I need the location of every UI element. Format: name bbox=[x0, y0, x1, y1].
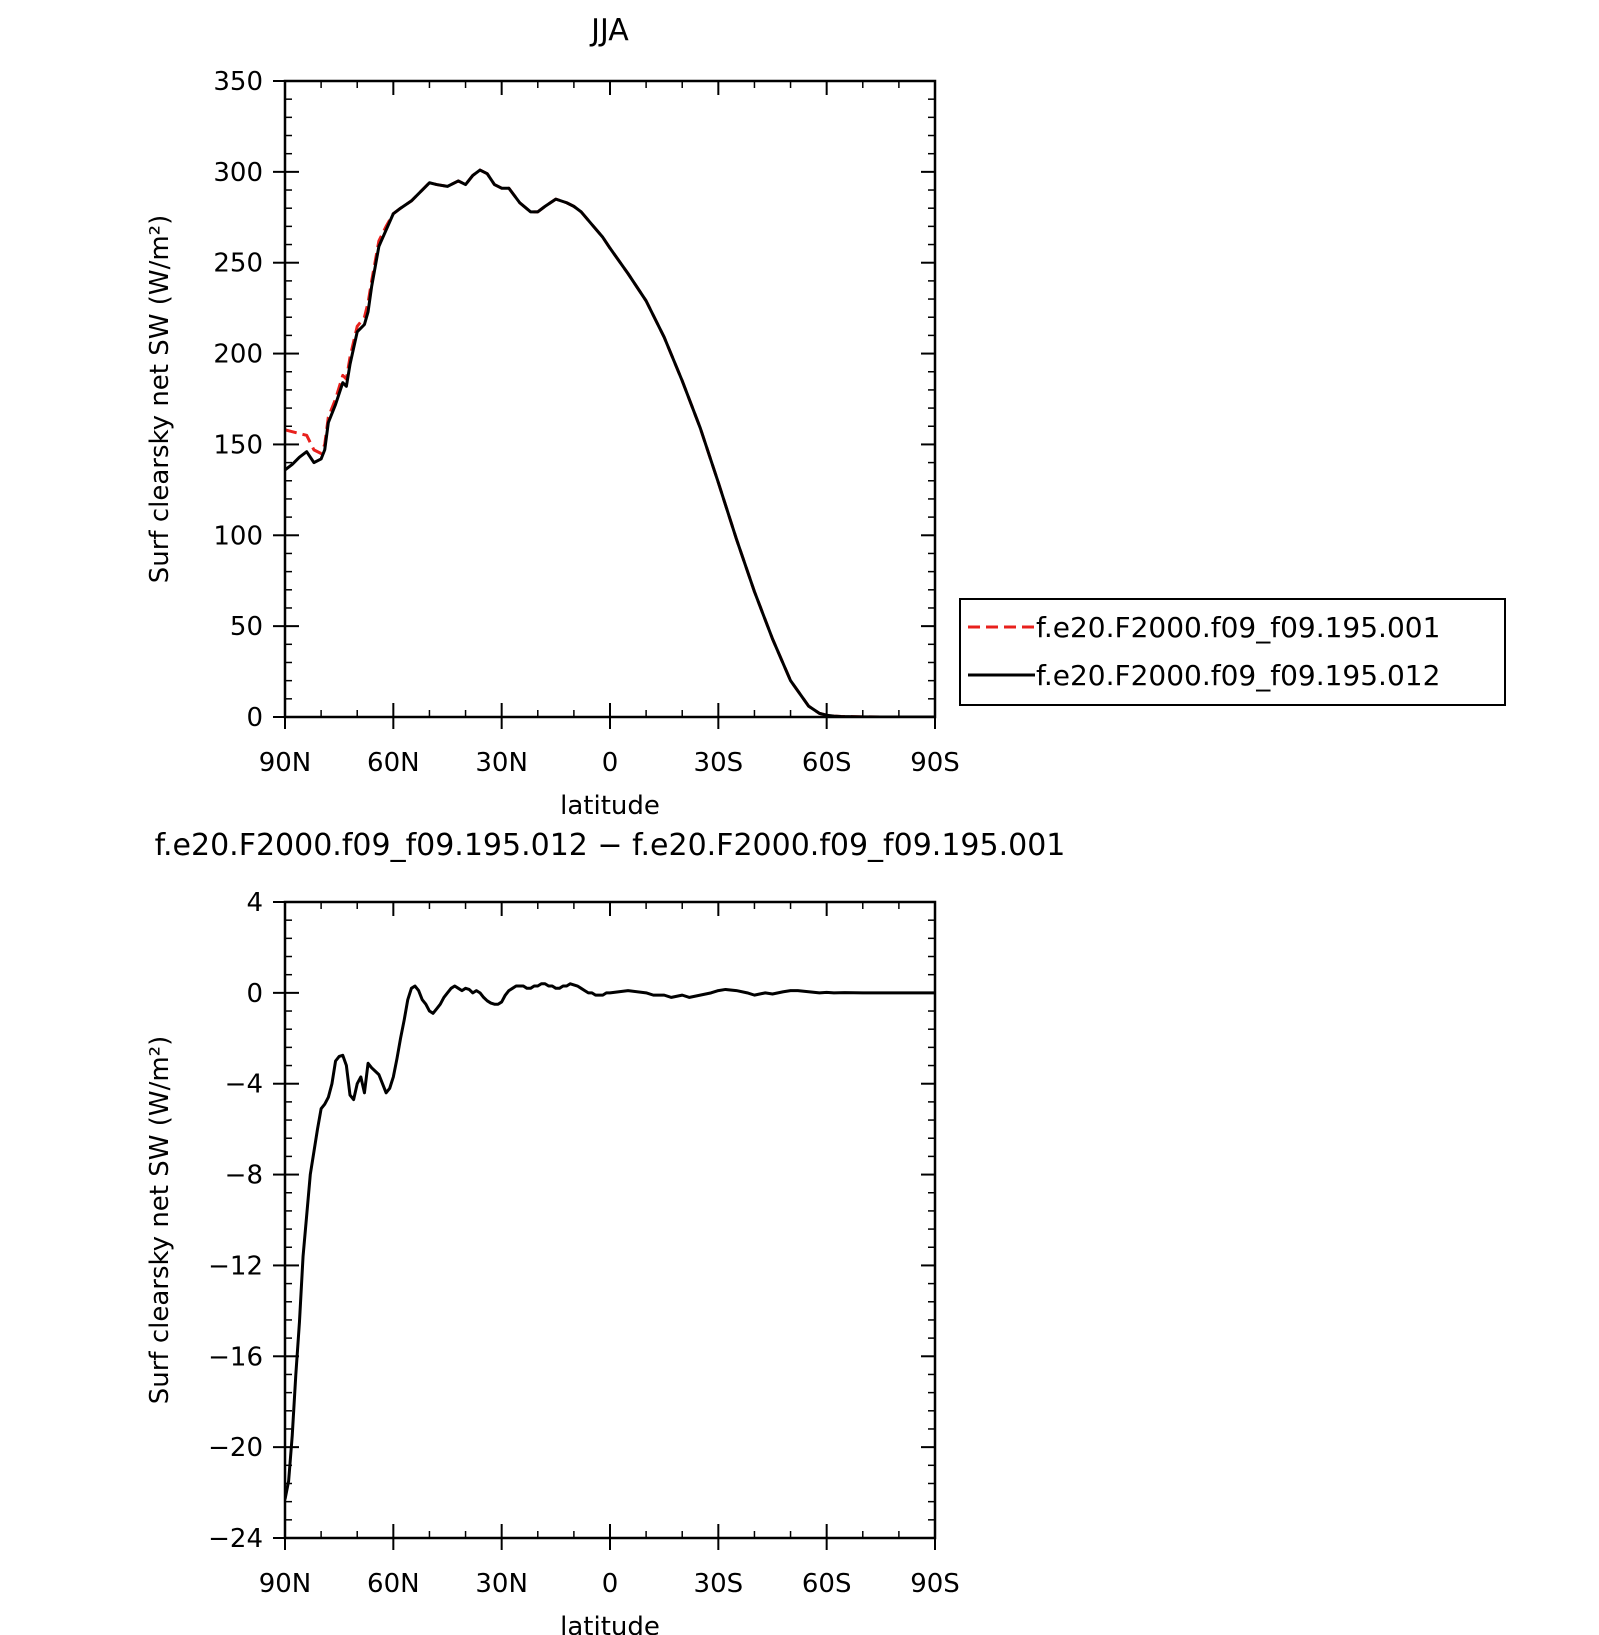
y-tick-label: 50 bbox=[230, 612, 263, 642]
x-tick-label: 60N bbox=[367, 748, 420, 778]
x-axis-label: latitude bbox=[560, 1612, 660, 1635]
x-tick-label: 60S bbox=[802, 748, 852, 778]
legend-box bbox=[959, 598, 1506, 706]
y-tick-label: 300 bbox=[213, 158, 263, 188]
x-tick-label: 90S bbox=[910, 1569, 960, 1599]
plot-frame bbox=[283, 900, 937, 1540]
y-tick-label: −16 bbox=[208, 1342, 263, 1372]
series-line-1 bbox=[285, 982, 935, 1500]
x-tick-label: 0 bbox=[602, 748, 619, 778]
y-tick-label: −8 bbox=[225, 1161, 263, 1191]
plot-frame bbox=[283, 79, 937, 719]
x-tick-label: 60N bbox=[367, 1569, 420, 1599]
y-tick-label: 4 bbox=[246, 888, 263, 918]
y-tick-label: −20 bbox=[208, 1433, 263, 1463]
series-line-2 bbox=[285, 168, 935, 717]
y-tick-label: 250 bbox=[213, 249, 263, 279]
y-tick-label: 350 bbox=[213, 67, 263, 97]
bottom-panel: 90N 60N 30N 0 30S 60S 90S −24 −20 −16 −12 −8 −4 0 4 f.e… bbox=[145, 828, 1065, 1635]
y-tick-label: 0 bbox=[246, 703, 263, 733]
y-tick-label: 200 bbox=[213, 340, 263, 370]
top-panel: 90N 60N 30N 0 30S 60S 90S 0 50 100 150 200 250 300 350… bbox=[145, 13, 960, 821]
x-tick-label: 90N bbox=[259, 748, 312, 778]
y-axis-label: Surf clearsky net SW (W/m²) bbox=[145, 1036, 175, 1404]
x-tick-label: 60S bbox=[802, 1569, 852, 1599]
series-line-1 bbox=[285, 168, 935, 717]
x-tick-label: 30N bbox=[475, 1569, 528, 1599]
x-tick-label: 30S bbox=[694, 1569, 744, 1599]
chart-title: f.e20.F2000.f09_f09.195.012 − f.e20.F200… bbox=[155, 828, 1066, 863]
y-tick-label: 100 bbox=[213, 521, 263, 551]
x-tick-label: 30S bbox=[694, 748, 744, 778]
x-tick-label: 30N bbox=[475, 748, 528, 778]
legend-entry-1: f.e20.F2000.f09_f09.195.001 bbox=[1036, 611, 1440, 644]
y-tick-label: −24 bbox=[208, 1524, 263, 1554]
x-tick-label: 90S bbox=[910, 748, 960, 778]
x-axis-label: latitude bbox=[560, 791, 660, 821]
chart-title: JJA bbox=[589, 13, 629, 48]
y-tick-label: 0 bbox=[246, 979, 263, 1009]
x-tick-label: 90N bbox=[259, 1569, 312, 1599]
y-tick-label: −4 bbox=[225, 1070, 263, 1100]
y-axis-label: Surf clearsky net SW (W/m²) bbox=[145, 215, 175, 583]
y-tick-label: −12 bbox=[208, 1251, 263, 1281]
legend: f.e20.F2000.f09_f09.195.001 f.e20.F2000.f… bbox=[959, 598, 1506, 706]
x-tick-label: 0 bbox=[602, 1569, 619, 1599]
legend-entry-2: f.e20.F2000.f09_f09.195.012 bbox=[1036, 659, 1440, 692]
y-tick-label: 150 bbox=[213, 430, 263, 460]
